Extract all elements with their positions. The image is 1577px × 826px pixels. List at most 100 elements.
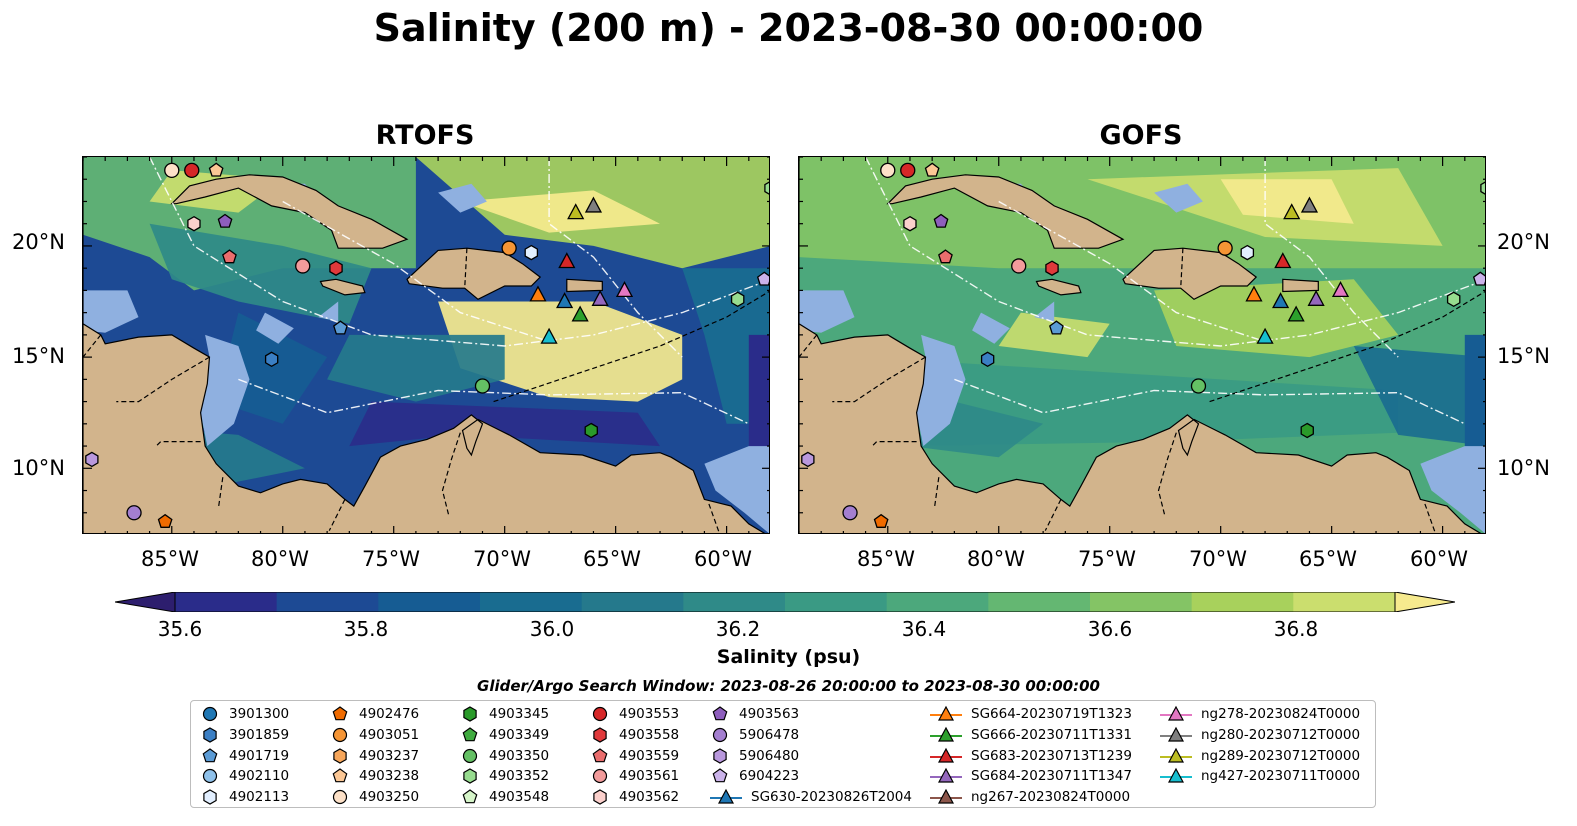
border-line <box>1044 499 1062 531</box>
legend-label: 4903238 <box>359 768 420 785</box>
platform-legend: 3901300 3901859 4901719 4902110 4902113 49024… <box>190 700 1376 808</box>
hexagon-marker-icon <box>203 789 217 805</box>
colorbar-tick-36.8: 36.8 <box>1273 617 1319 641</box>
circle-marker-icon <box>592 706 608 722</box>
triangle-marker-icon <box>930 768 962 783</box>
triangle-marker-icon <box>930 788 962 804</box>
argo-float-4903561 <box>1011 258 1027 274</box>
argo-float-5906480 <box>801 451 815 468</box>
lon-label-right-65: 65°W <box>1299 547 1357 571</box>
glider-SG683-20230713T1239 <box>1274 252 1292 269</box>
lat-label-right-15: 15°N <box>1497 344 1550 368</box>
shallow-shelf <box>1154 183 1203 213</box>
triangle-marker-icon <box>1160 726 1192 742</box>
argo-float-4902476 <box>873 513 889 528</box>
legend-label: 4902476 <box>359 706 420 722</box>
colorbar <box>115 592 1455 612</box>
map-canvas-rtofs <box>83 157 769 533</box>
panel-title-right: GOFS <box>1099 120 1183 151</box>
legend-label: 4903548 <box>489 789 550 806</box>
glider-ng280-20230712T0000 <box>1300 196 1319 213</box>
legend-item: 4903559 <box>589 746 679 766</box>
land-hispaniola <box>1122 247 1258 301</box>
pentagon-marker-icon <box>462 789 478 804</box>
legend-item: 5906480 <box>709 746 799 766</box>
legend-item: 4903237 <box>329 746 419 766</box>
legend-label: 3901300 <box>229 706 290 722</box>
colorbar-tick-36.6: 36.6 <box>1087 617 1133 641</box>
argo-float-4903238 <box>924 162 940 177</box>
legend-item: 4903553 <box>589 704 679 724</box>
lon-label-left-60: 60°W <box>694 547 752 571</box>
glider-ng280-20230712T0000 <box>584 196 603 213</box>
argo-float-4903345 <box>584 422 598 439</box>
map-rtofs <box>82 156 770 534</box>
argo-float-4903350 <box>1190 378 1207 394</box>
legend-label: 4903559 <box>619 747 680 764</box>
lat-label-left-10: 10°N <box>12 456 65 480</box>
border-line <box>799 334 818 358</box>
legend-label: 4903558 <box>619 726 680 743</box>
hexagon-marker-icon <box>333 747 347 764</box>
glider-SG684-20230711T1347 <box>591 289 609 306</box>
triangle-marker-icon <box>710 788 742 804</box>
border-line <box>155 441 201 447</box>
triangle-marker-icon <box>1160 747 1192 763</box>
argo-float-5906478 <box>126 505 142 521</box>
border-line <box>83 334 102 358</box>
argo-float-4903250 <box>880 162 896 178</box>
figure-title: Salinity (200 m) - 2023-08-30 00:00:00 <box>373 6 1204 50</box>
legend-item: 4903051 <box>329 725 419 745</box>
lon-label-right-60: 60°W <box>1410 547 1468 571</box>
glider-SG683-20230713T1239 <box>558 252 576 269</box>
legend-item: 4903238 <box>329 766 419 786</box>
legend-item: ng280-20230712T0000 <box>1159 725 1360 745</box>
legend-item: 4903561 <box>589 766 679 786</box>
land-cuba <box>170 174 409 249</box>
land-puerto <box>566 278 603 293</box>
legend-item: SG630-20230826T2004 <box>709 787 912 807</box>
legend-label: ng289-20230712T0000 <box>1201 747 1361 764</box>
colorbar-segment <box>276 592 379 612</box>
land-central <box>799 157 1482 533</box>
pentagon-marker-icon <box>592 747 608 762</box>
border-line <box>1424 503 1436 533</box>
legend-item: 4903352 <box>459 766 549 786</box>
triangle-marker-icon <box>930 726 962 742</box>
circle-marker-icon <box>462 748 478 763</box>
legend-label: SG683-20230713T1239 <box>971 747 1132 764</box>
legend-item: 4903563 <box>709 704 799 724</box>
colorbar-segment <box>988 592 1091 612</box>
argo-float-5906478 <box>842 505 858 521</box>
map-canvas-gofs <box>799 157 1485 533</box>
argo-float-4903051 <box>1217 240 1233 256</box>
hexagon-marker-icon <box>593 727 607 743</box>
shallow-shelf <box>200 334 250 447</box>
legend-item: 4903558 <box>589 725 679 745</box>
lon-label-left-80: 80°W <box>251 547 309 571</box>
argo-float-4903558 <box>1045 260 1059 276</box>
border-line <box>493 290 769 403</box>
colorbar-segment <box>785 592 888 612</box>
shallow-shelf <box>83 290 139 333</box>
colorbar-segment <box>1293 592 1396 612</box>
eez-boundary <box>864 157 1485 347</box>
border-line <box>328 499 346 531</box>
legend-item: 3901300 <box>199 704 289 724</box>
argo-float-4901719 <box>333 320 348 335</box>
hexagon-marker-icon <box>713 747 727 764</box>
colorbar-extend-high <box>1394 592 1455 612</box>
glider-ng427-20230711T0000 <box>1256 327 1274 344</box>
legend-label: ng280-20230712T0000 <box>1201 726 1361 743</box>
argo-float-4903548 <box>1480 181 1485 195</box>
hexagon-marker-icon <box>463 768 477 785</box>
argo-float-3901859 <box>264 351 279 368</box>
lon-label-left-70: 70°W <box>473 547 531 571</box>
legend-label: 4903345 <box>489 706 550 722</box>
legend-label: 4903349 <box>489 726 550 743</box>
legend-label: 4903562 <box>619 789 680 806</box>
legend-label: 4902110 <box>229 768 290 785</box>
legend-label: 4903561 <box>619 768 680 785</box>
legend-item: ng427-20230711T0000 <box>1159 766 1360 786</box>
legend-label: 4903352 <box>489 768 550 785</box>
